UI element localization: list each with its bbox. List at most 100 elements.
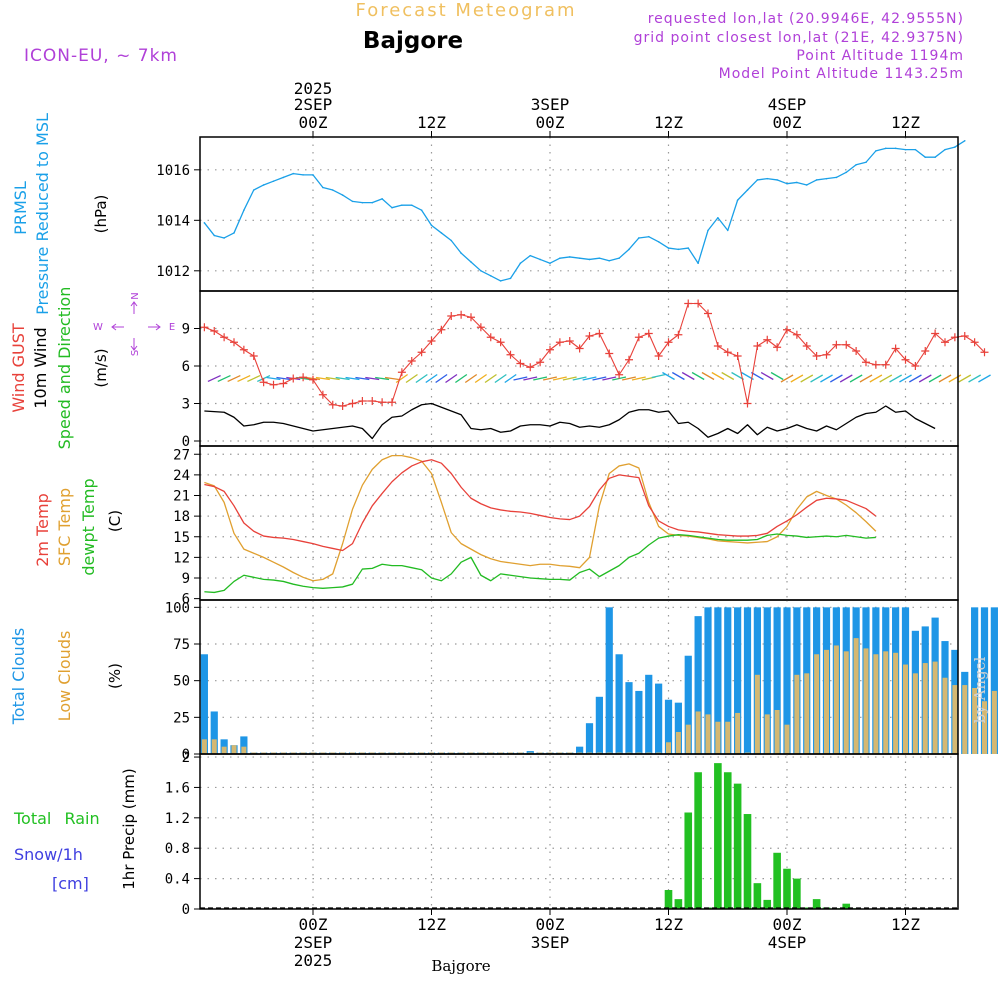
wind-gust-marker — [901, 355, 910, 364]
wind-direction-arrow — [543, 376, 557, 381]
y-tick-label: 75 — [173, 637, 190, 653]
pressure-point — [331, 189, 334, 191]
dewpt-series-line — [204, 533, 876, 594]
pressure-point — [954, 146, 956, 148]
low-clouds-bar — [705, 714, 711, 754]
wind-gust-marker — [299, 373, 308, 382]
y-tick-label: 24 — [173, 468, 190, 484]
rain-bar — [842, 903, 851, 909]
wind-direction-arrow — [869, 374, 883, 383]
wind-direction-arrow — [810, 374, 824, 383]
panel-border — [199, 290, 959, 447]
low-clouds-bar — [675, 732, 681, 754]
y-tick-label: 9 — [182, 322, 190, 338]
pressure-point — [539, 258, 541, 261]
wind-direction-arrow — [375, 376, 390, 381]
low-clouds-bar — [843, 651, 849, 754]
wind-direction-arrow — [345, 376, 360, 381]
pressure-point — [401, 204, 403, 206]
low-clouds-bar — [201, 739, 207, 754]
wind-gust-marker — [289, 374, 298, 383]
pressure-point — [292, 172, 295, 175]
pressure-point — [252, 189, 255, 191]
sfc-temp-series-line — [204, 454, 877, 582]
low-clouds-bar — [873, 654, 879, 754]
wind-direction-arrow — [513, 376, 528, 381]
temp-unit: (C) — [106, 510, 124, 532]
wind-gust-marker — [871, 360, 880, 369]
snow-unit-label: [cm] — [52, 874, 89, 893]
wind-direction-arrow — [938, 374, 952, 383]
compass-e: E — [169, 322, 175, 333]
wind-gust-marker — [792, 330, 801, 339]
top-axis-hour: 12Z — [891, 113, 920, 132]
wind-gust-marker — [674, 330, 683, 339]
low-clouds-label: Low Clouds — [55, 631, 74, 722]
total-clouds-bar — [210, 711, 218, 754]
total-clouds-bar — [645, 674, 653, 754]
bottom-axis-hour: 12Z — [891, 915, 920, 934]
wind-direction-arrow — [425, 373, 438, 384]
wind-direction-arrow — [523, 376, 538, 381]
wind-direction-arrow — [899, 374, 912, 383]
station-title: Bajgore — [363, 28, 463, 54]
wind-direction-arrow — [415, 373, 428, 384]
pressure-point — [391, 206, 393, 209]
wind-gust-marker — [960, 332, 969, 340]
wind-direction-arrow — [948, 374, 962, 383]
pressure-point — [282, 176, 285, 179]
rain-bar — [684, 812, 693, 909]
low-clouds-bar — [982, 701, 987, 754]
pressure-point — [341, 194, 344, 196]
pressure-point — [815, 179, 818, 181]
wind-gust-marker — [506, 350, 515, 359]
clouds-unit: (%) — [106, 663, 124, 689]
pressure-point — [529, 254, 532, 257]
pressure-point — [865, 161, 867, 164]
wind-gust-marker — [230, 338, 238, 347]
low-clouds-bar — [695, 711, 701, 754]
total-clouds-bar — [990, 607, 998, 754]
wind-gust-marker — [338, 402, 347, 410]
panel-wind: 0 3 6 9 Wind GUST 10m Wind Speed and Direction… — [9, 287, 991, 450]
wind-direction-arrow — [721, 371, 735, 381]
wind-direction-arrow — [691, 371, 705, 381]
rain-bar — [723, 772, 732, 909]
total-clouds-bar — [664, 699, 673, 754]
pressure-point — [272, 180, 275, 182]
wind-direction-arrow — [750, 371, 764, 381]
pressure-point — [677, 248, 680, 251]
snow-label: Snow/1h — [14, 845, 83, 864]
product-title: Forecast Meteogram — [355, 0, 576, 21]
wind-gust-marker — [644, 329, 653, 338]
wind-gust-marker — [200, 323, 209, 332]
compass-s: S — [130, 350, 141, 356]
low-clouds-bar — [893, 652, 899, 754]
wind-gust-marker — [555, 338, 564, 347]
wind-10m-label: 10m Wind — [31, 327, 50, 408]
top-axis-date: 4SEP — [768, 95, 807, 114]
low-clouds-bar — [952, 685, 958, 754]
wind-direction-arrow — [958, 374, 972, 383]
wind-direction-arrow — [365, 376, 380, 381]
wind-10m-series-line — [204, 402, 936, 440]
pressure-point — [776, 179, 778, 181]
y-tick-label: 0 — [182, 902, 190, 918]
pressure-point — [697, 262, 699, 265]
low-clouds-bar — [735, 712, 741, 754]
low-clouds-bar — [824, 649, 829, 754]
wind-direction-arrow — [405, 373, 418, 384]
rain-bar — [793, 878, 801, 909]
y-tick-label: 15 — [173, 530, 190, 546]
total-clouds-bar — [674, 702, 682, 754]
total-clouds-bar — [704, 607, 712, 754]
low-clouds-bar — [883, 651, 889, 754]
compass-ns-arrows — [130, 301, 138, 351]
wind-direction-arrow — [325, 376, 340, 381]
pressure-point — [894, 147, 897, 150]
wind-gust-marker — [407, 357, 416, 365]
total-clouds-bar — [694, 616, 702, 754]
top-axis-hour: 00Z — [773, 113, 802, 132]
wind-direction-arrow — [662, 371, 675, 381]
wind-gust-marker — [536, 358, 545, 367]
